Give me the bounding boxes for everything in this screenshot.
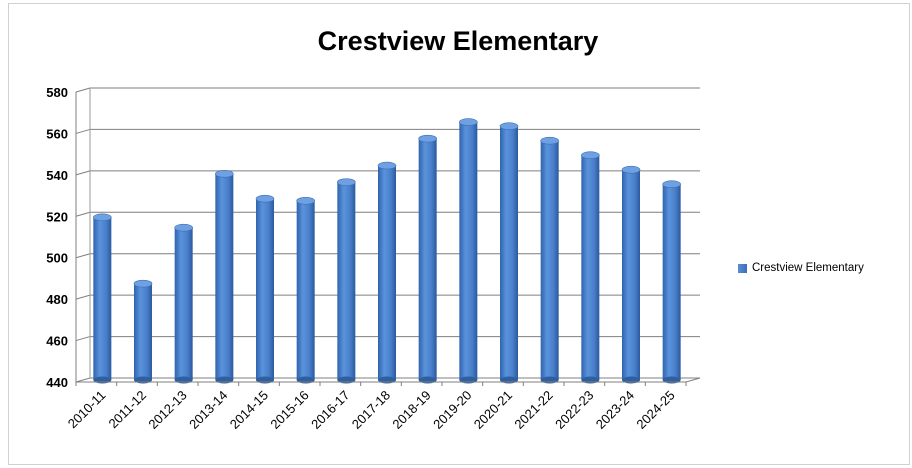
bar-top [499, 122, 519, 131]
y-tick-label: 440 [46, 375, 68, 390]
legend-swatch [738, 263, 747, 273]
bar [459, 118, 478, 384]
y-tick-label: 560 [46, 126, 68, 141]
bar-body [256, 198, 274, 380]
x-tick-label: 2018-19 [389, 388, 433, 432]
x-tick-label: 2010-11 [65, 388, 109, 432]
bar [296, 196, 315, 384]
bar [499, 122, 519, 384]
y-tick-label: 500 [46, 251, 68, 266]
x-tick-label: 2017-18 [349, 388, 393, 432]
x-tick-label: 2022-23 [552, 388, 596, 432]
bar [662, 180, 681, 384]
bar-top [215, 170, 234, 178]
bar-body [459, 122, 478, 381]
bar-top [255, 194, 275, 203]
bar-top [296, 196, 315, 205]
bar-top [459, 118, 478, 126]
bar [540, 136, 559, 384]
bar [174, 223, 193, 384]
bar-top [621, 165, 641, 174]
bar-body [215, 173, 234, 380]
gridline-connector [75, 170, 91, 176]
legend: Crestview Elementary [738, 260, 864, 276]
x-tick-label: 2012-13 [145, 388, 189, 432]
x-tick-label: 2016-17 [308, 388, 352, 432]
bar-top [418, 134, 437, 143]
x-tick-label: 2024-25 [633, 388, 677, 432]
bar-top [133, 279, 153, 288]
x-tick-label: 2021-22 [511, 388, 555, 432]
gridline-connector [75, 294, 91, 300]
bar-body [378, 165, 396, 380]
bar [621, 165, 641, 384]
bar-top [174, 223, 193, 232]
x-tick-label: 2014-15 [227, 388, 271, 432]
bar-body [540, 140, 559, 380]
bar-top [540, 136, 559, 145]
bar-body [622, 169, 640, 380]
x-tick-label: 2013-14 [186, 388, 230, 432]
x-tick-label: 2015-16 [267, 388, 311, 432]
bar [377, 161, 397, 384]
gridline-connector [75, 128, 91, 134]
x-tick-label: 2019-20 [430, 388, 474, 432]
y-tick-label: 520 [46, 209, 68, 224]
bar-body [500, 126, 518, 380]
bar-body [337, 182, 356, 380]
bar-top [93, 213, 112, 222]
bar-top [662, 180, 681, 189]
bar-body [581, 155, 600, 380]
floor-edge [685, 377, 701, 383]
bar-body [174, 227, 193, 380]
y-tick-label: 480 [46, 292, 68, 307]
bar-body [418, 138, 437, 380]
bar-top [581, 151, 600, 160]
bar-body [93, 217, 112, 380]
gridline-connector [75, 253, 91, 259]
bar [133, 279, 153, 384]
chart-title: Crestview Elementary [317, 26, 599, 56]
x-tick-label: 2023-24 [593, 388, 637, 432]
gridline-connector [75, 336, 91, 342]
chart-frame [8, 3, 910, 465]
legend-label: Crestview Elementary [752, 262, 864, 274]
bar-body [134, 283, 152, 380]
gridline-connector [75, 87, 91, 93]
x-tick-label: 2020-21 [471, 388, 515, 432]
y-tick-label: 540 [46, 168, 68, 183]
gridline-connector [75, 211, 91, 217]
bar [255, 194, 275, 384]
bar [581, 151, 600, 384]
y-tick-label: 460 [46, 334, 68, 349]
y-tick-label: 580 [46, 85, 68, 100]
bar [215, 170, 234, 384]
bar [337, 178, 356, 384]
bar-top [337, 178, 356, 186]
bar-top [377, 161, 397, 170]
bar-body [662, 184, 681, 380]
bar-body [296, 200, 315, 380]
bar [93, 213, 112, 384]
gridline-connector [75, 377, 91, 383]
x-tick-label: 2011-12 [105, 388, 149, 432]
bar [418, 134, 437, 384]
